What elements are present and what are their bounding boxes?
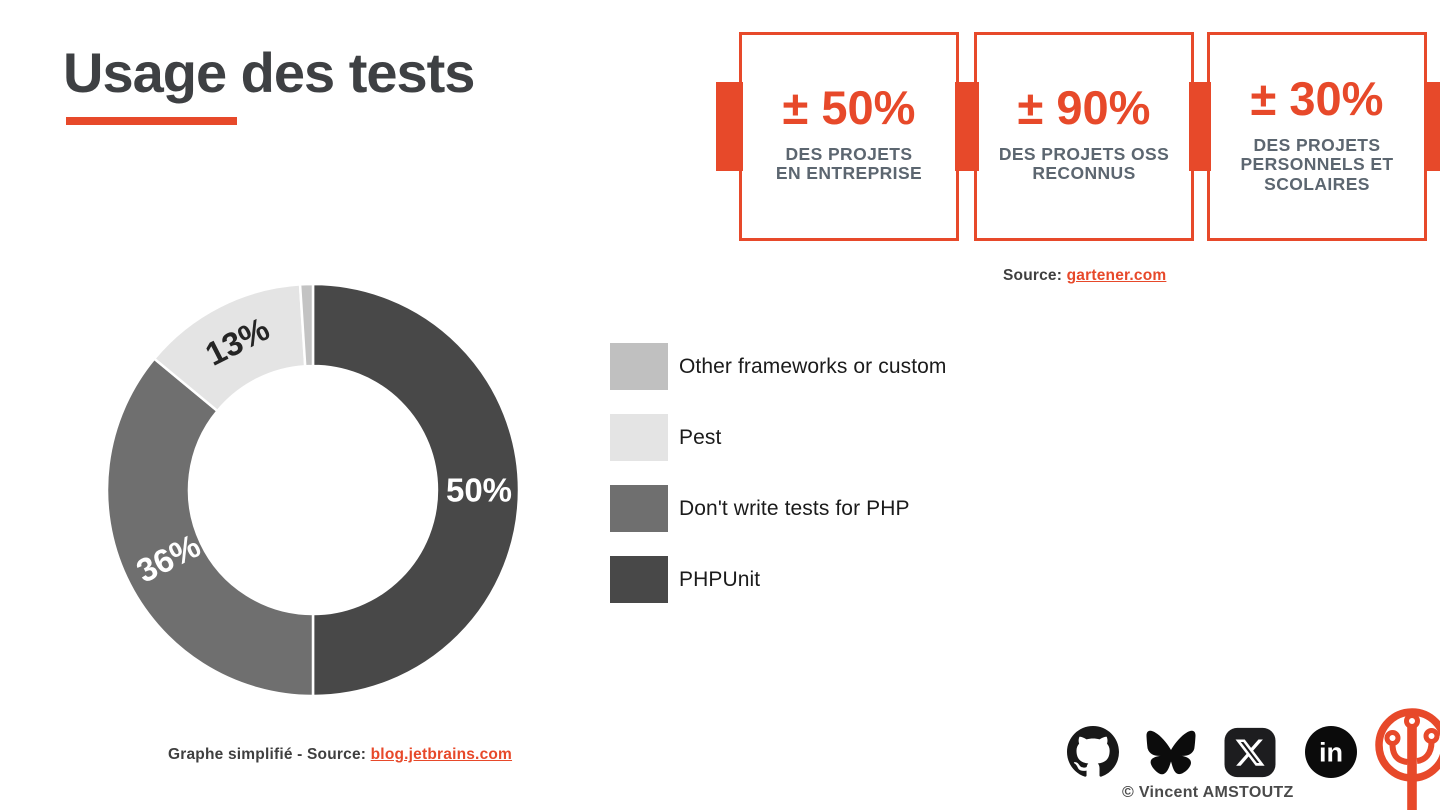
donut-segment-don-t-write-tests-for-php [106, 356, 315, 697]
page-title: Usage des tests [63, 41, 475, 104]
legend-swatch [610, 414, 668, 461]
brand-tree-icon[interactable] [1372, 701, 1440, 810]
github-icon[interactable] [1067, 726, 1119, 778]
stat-connector-left [716, 82, 743, 171]
svg-text:in: in [1319, 737, 1343, 768]
legend-swatch [610, 343, 668, 390]
stat-connector-mid-1 [955, 82, 979, 171]
stats-source: Source: gartener.com [1003, 267, 1166, 285]
chart-source: Graphe simplifié - Source: blog.jetbrain… [168, 746, 512, 764]
legend-item-other: Other frameworks or custom [610, 343, 947, 390]
copyright: © Vincent AMSTOUTZ [1122, 784, 1294, 801]
x-icon[interactable] [1223, 727, 1277, 778]
stat-value: ± 50% [782, 81, 916, 134]
stat-connector-right [1424, 82, 1440, 171]
legend-item-pest: Pest [610, 414, 947, 461]
stats-source-label: Source: [1003, 267, 1067, 284]
legend-swatch [610, 556, 668, 603]
legend-item-no-tests: Don't write tests for PHP [610, 485, 947, 532]
stat-box-entreprise: ± 50% DES PROJETS EN ENTREPRISE [739, 32, 959, 241]
chart-legend: Other frameworks or custom Pest Don't wr… [610, 343, 947, 627]
legend-label: Pest [679, 425, 722, 449]
chart-source-label: Graphe simplifié - Source: [168, 746, 371, 763]
linkedin-icon[interactable]: in [1305, 726, 1357, 778]
legend-label: Don't write tests for PHP [679, 496, 910, 520]
legend-item-phpunit: PHPUnit [610, 556, 947, 603]
legend-label: PHPUnit [679, 567, 761, 591]
legend-label: Other frameworks or custom [679, 354, 947, 378]
stat-value: ± 30% [1250, 72, 1384, 125]
donut-segment-phpunit [311, 283, 520, 697]
stat-box-perso: ± 30% DES PROJETS PERSONNELS ET SCOLAIRE… [1207, 32, 1427, 241]
stat-caption: DES PROJETS PERSONNELS ET SCOLAIRES [1240, 135, 1394, 194]
donut-chart: 50%36%13% [106, 283, 520, 697]
stat-caption: DES PROJETS EN ENTREPRISE [775, 144, 923, 184]
bluesky-icon[interactable] [1142, 728, 1200, 777]
stat-value: ± 90% [1017, 81, 1151, 134]
title-underline [66, 117, 237, 125]
chart-source-link[interactable]: blog.jetbrains.com [370, 746, 513, 763]
legend-swatch [610, 485, 668, 532]
stats-source-link[interactable]: gartener.com [1066, 267, 1167, 284]
stat-caption: DES PROJETS OSS RECONNUS [998, 144, 1170, 184]
donut-segment-other-frameworks-or-custom [298, 283, 315, 368]
donut-label-50pct: 50% [446, 472, 512, 509]
stat-box-oss: ± 90% DES PROJETS OSS RECONNUS [974, 32, 1194, 241]
stat-connector-mid-2 [1189, 82, 1211, 171]
